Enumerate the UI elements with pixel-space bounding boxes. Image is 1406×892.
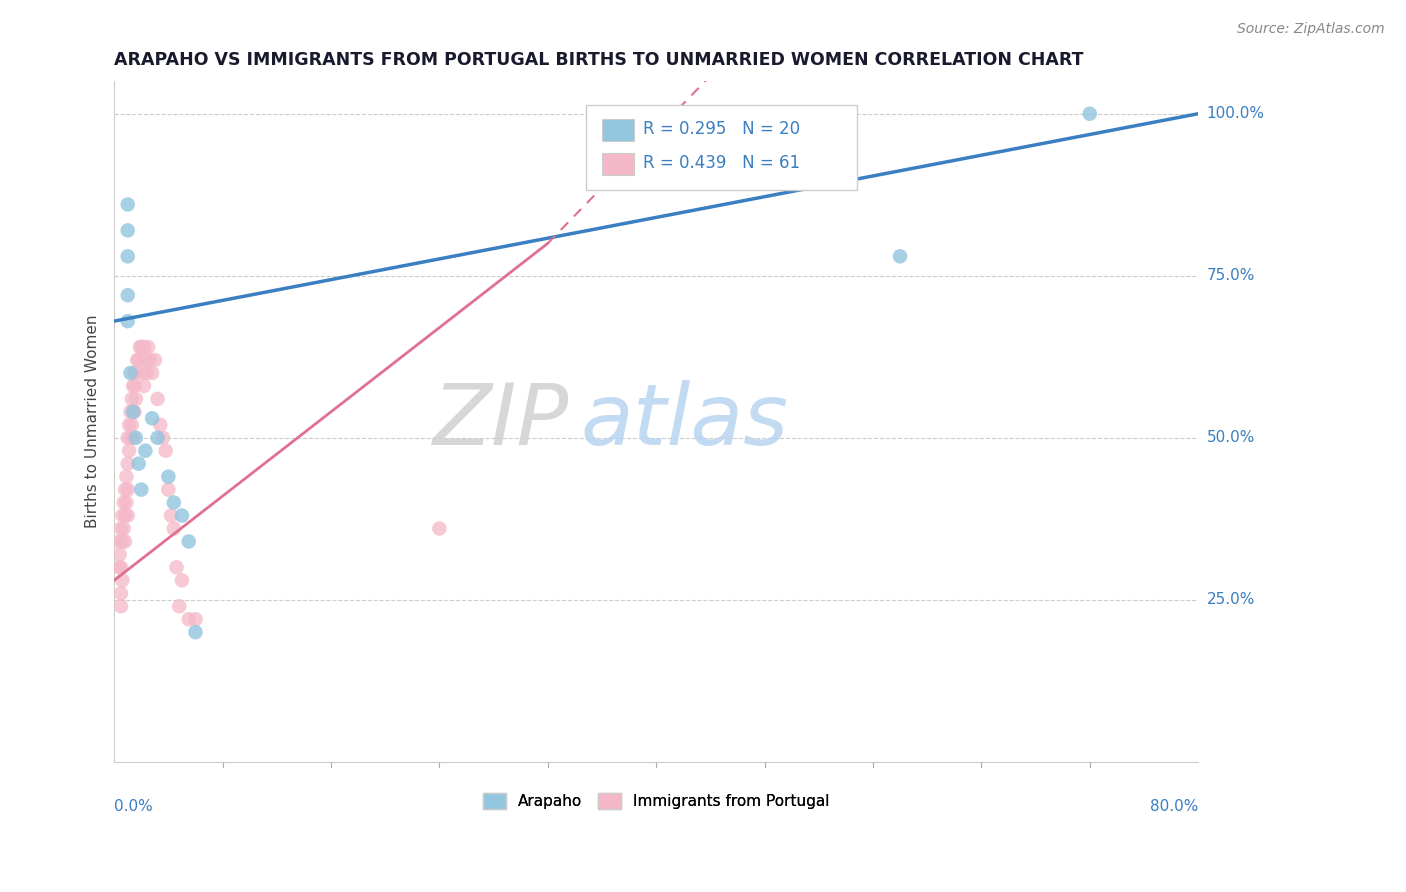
Point [129, 340, 152, 354]
Point [184, 625, 207, 640]
Point [160, 508, 183, 523]
Point [167, 599, 190, 614]
Point [112, 521, 135, 535]
Point [138, 353, 160, 368]
Text: ZIP: ZIP [433, 380, 569, 463]
Point [163, 495, 186, 509]
Point [117, 508, 139, 523]
Point [110, 599, 132, 614]
Point [122, 405, 145, 419]
Point [117, 249, 139, 263]
Point [111, 574, 134, 588]
Point [132, 340, 155, 354]
Point [163, 521, 186, 535]
Point [110, 586, 132, 600]
Point [122, 379, 145, 393]
Point [1078, 107, 1101, 121]
Point [114, 508, 136, 523]
Point [170, 574, 193, 588]
Point [118, 417, 141, 432]
Text: 80.0%: 80.0% [1150, 799, 1198, 814]
Point [124, 366, 146, 380]
Point [110, 560, 132, 574]
Point [177, 534, 200, 549]
FancyBboxPatch shape [602, 119, 634, 141]
Point [108, 548, 131, 562]
FancyBboxPatch shape [602, 153, 634, 175]
FancyBboxPatch shape [586, 105, 856, 190]
Point [129, 483, 152, 497]
Point [122, 431, 145, 445]
Text: R = 0.295   N = 20: R = 0.295 N = 20 [643, 120, 800, 138]
Point [114, 483, 136, 497]
Point [125, 392, 148, 406]
Point [117, 197, 139, 211]
Point [128, 457, 150, 471]
Point [121, 392, 143, 406]
Point [120, 405, 142, 419]
Point [132, 379, 155, 393]
Point [128, 353, 150, 368]
Point [121, 417, 143, 432]
Point [117, 431, 139, 445]
Point [108, 534, 131, 549]
Point [146, 431, 169, 445]
Point [131, 366, 153, 380]
Text: 0.0%: 0.0% [114, 799, 153, 814]
Point [427, 521, 450, 535]
Point [149, 417, 172, 432]
Point [184, 612, 207, 626]
Point [177, 612, 200, 626]
Point [889, 249, 911, 263]
Point [112, 495, 135, 509]
Point [141, 411, 163, 425]
Point [124, 379, 146, 393]
Point [170, 508, 193, 523]
Point [166, 560, 188, 574]
Point [120, 366, 142, 380]
Point [136, 340, 159, 354]
Text: atlas: atlas [581, 380, 789, 463]
Point [117, 457, 139, 471]
Legend: Arapaho, Immigrants from Portugal: Arapaho, Immigrants from Portugal [477, 787, 835, 815]
Point [143, 353, 166, 368]
Point [141, 366, 163, 380]
Point [118, 443, 141, 458]
Point [117, 314, 139, 328]
Point [127, 353, 149, 368]
Point [155, 443, 177, 458]
Point [114, 534, 136, 549]
Point [135, 366, 157, 380]
Point [117, 483, 139, 497]
Point [125, 366, 148, 380]
Point [115, 495, 138, 509]
Point [120, 431, 142, 445]
Point [115, 469, 138, 483]
Point [157, 483, 180, 497]
Point [146, 392, 169, 406]
Point [117, 223, 139, 237]
Text: Source: ZipAtlas.com: Source: ZipAtlas.com [1237, 22, 1385, 37]
Text: 25.0%: 25.0% [1206, 592, 1254, 607]
Text: R = 0.439   N = 61: R = 0.439 N = 61 [643, 154, 800, 172]
Text: ARAPAHO VS IMMIGRANTS FROM PORTUGAL BIRTHS TO UNMARRIED WOMEN CORRELATION CHART: ARAPAHO VS IMMIGRANTS FROM PORTUGAL BIRT… [114, 51, 1084, 69]
Point [157, 469, 180, 483]
Point [111, 508, 134, 523]
Text: 75.0%: 75.0% [1206, 268, 1254, 284]
Point [134, 353, 156, 368]
Point [134, 443, 156, 458]
Point [117, 288, 139, 302]
Text: 100.0%: 100.0% [1206, 106, 1264, 121]
Point [111, 534, 134, 549]
Point [122, 405, 145, 419]
Point [152, 431, 174, 445]
Point [110, 521, 132, 535]
Point [108, 560, 131, 574]
Text: 50.0%: 50.0% [1206, 430, 1254, 445]
Point [125, 431, 148, 445]
Point [129, 340, 152, 354]
Point [124, 405, 146, 419]
Y-axis label: Births to Unmarried Women: Births to Unmarried Women [86, 315, 100, 528]
